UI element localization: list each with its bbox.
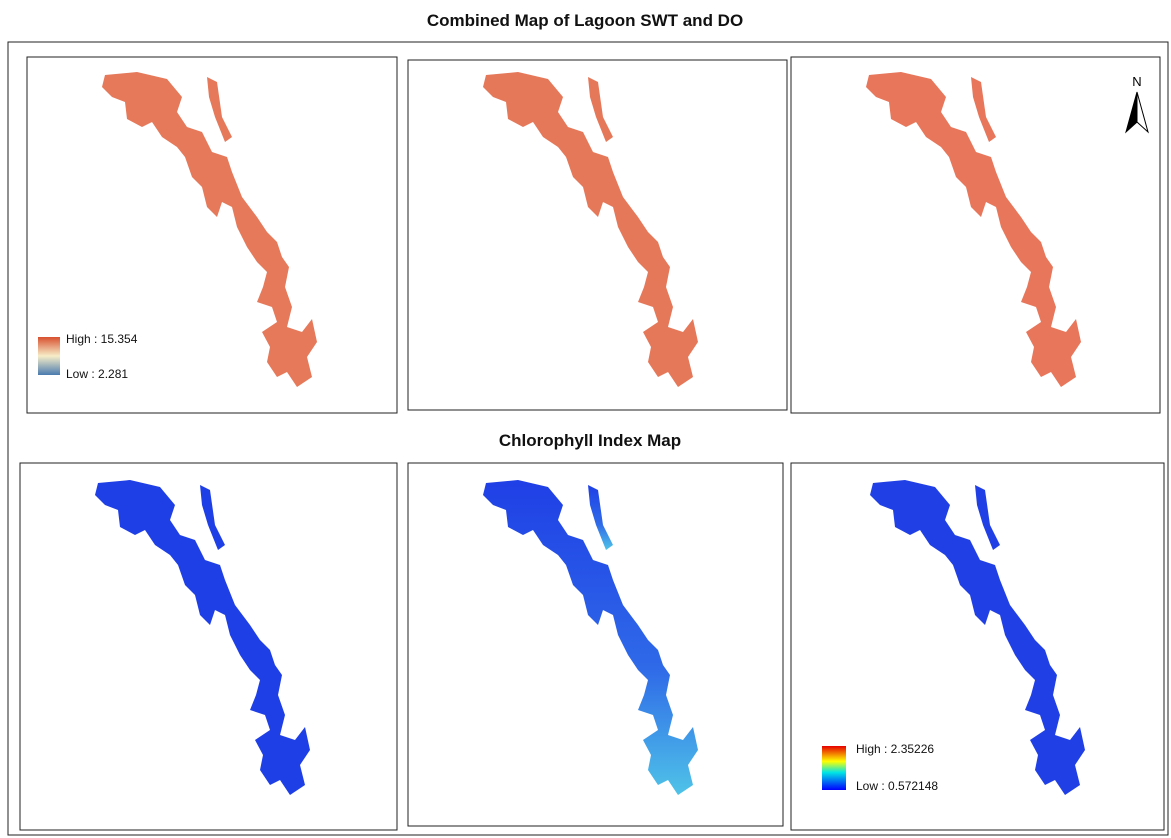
section-title: Chlorophyll Index Map [499,431,681,450]
map-figure: Combined Map of Lagoon SWT and DO High :… [0,0,1171,838]
north-label: N [1132,74,1141,89]
legend-ramp [38,337,60,375]
map-panel [791,463,1164,830]
legend-high: High : 15.354 [66,332,138,346]
legend-low: Low : 2.281 [66,367,128,381]
legend-low: Low : 0.572148 [856,779,938,793]
legend-ramp [822,746,846,790]
figure-title: Combined Map of Lagoon SWT and DO [427,11,743,30]
map-panel [27,57,397,413]
legend-high: High : 2.35226 [856,742,934,756]
map-panel [791,57,1160,413]
